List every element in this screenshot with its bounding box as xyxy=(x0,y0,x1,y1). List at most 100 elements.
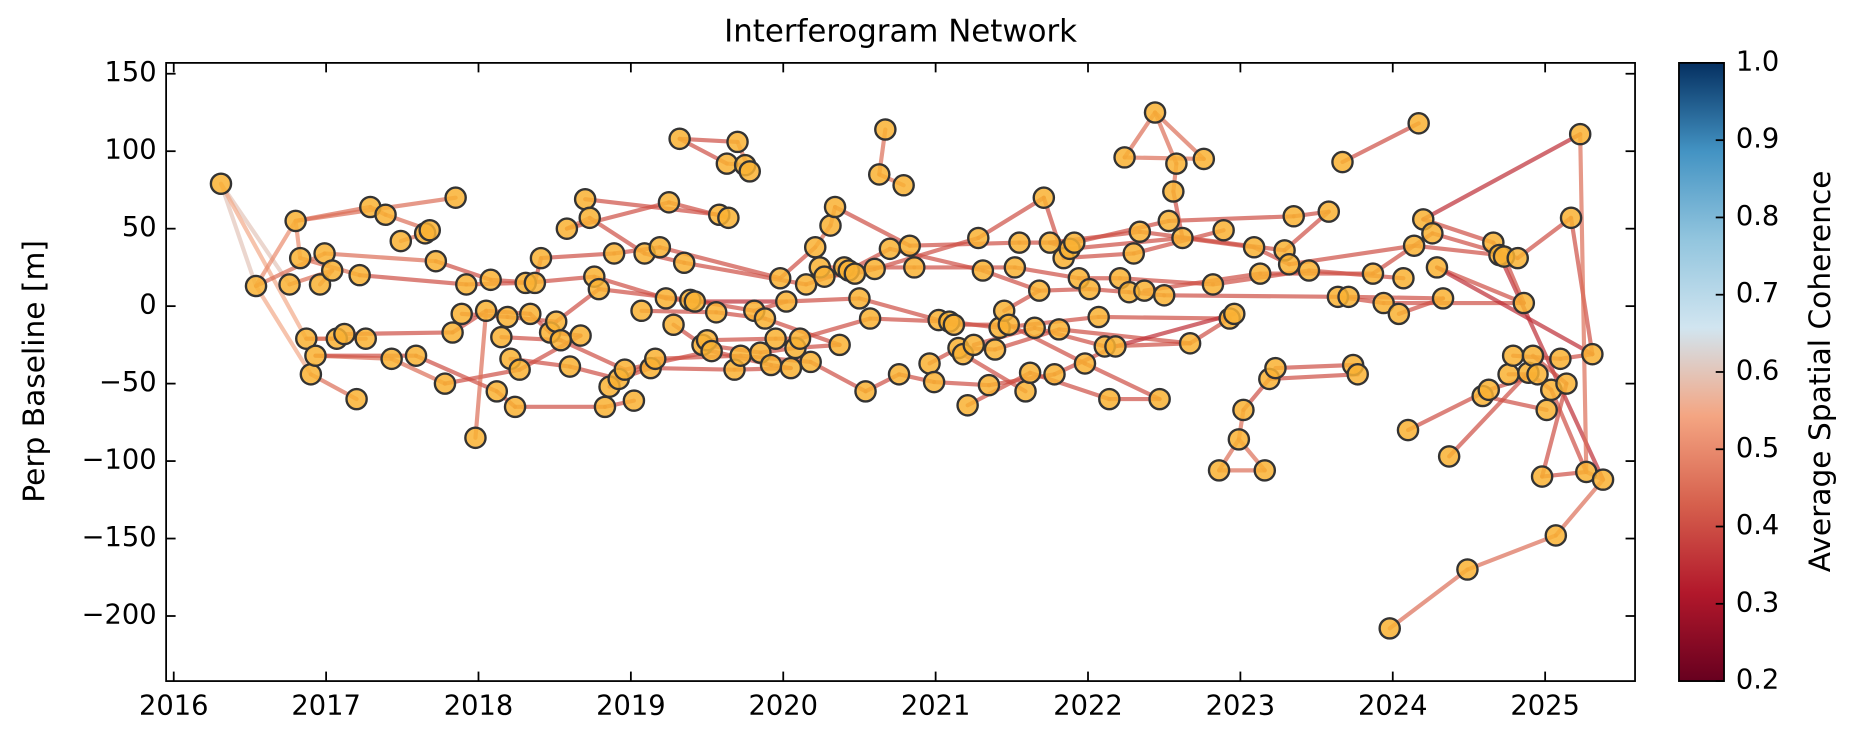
node xyxy=(424,249,448,273)
node xyxy=(1282,205,1305,228)
edge xyxy=(1162,293,1340,299)
node xyxy=(613,358,637,381)
edge xyxy=(976,195,1046,241)
edge xyxy=(1346,294,1446,301)
colorbar-tick-label: 0.8 xyxy=(1736,201,1779,232)
edge xyxy=(648,366,737,372)
colorbar-tick-label: 0.2 xyxy=(1736,665,1779,696)
chart-title: Interferogram Network xyxy=(724,14,1077,50)
node xyxy=(971,259,995,282)
node xyxy=(244,274,268,298)
edge xyxy=(1306,268,1406,281)
node xyxy=(1559,206,1583,230)
node xyxy=(683,290,707,313)
node xyxy=(1407,112,1430,135)
node xyxy=(779,356,803,380)
node xyxy=(587,277,611,301)
node xyxy=(433,372,457,395)
edge xyxy=(558,338,627,372)
node xyxy=(295,327,318,350)
node xyxy=(333,322,356,346)
node xyxy=(858,307,882,330)
node xyxy=(799,350,822,374)
x-tick-label: 2017 xyxy=(291,691,360,722)
edge xyxy=(293,204,373,223)
node xyxy=(569,324,592,347)
node xyxy=(1223,302,1246,326)
node xyxy=(1032,186,1056,209)
node xyxy=(1128,220,1152,244)
node xyxy=(1392,266,1415,290)
node xyxy=(1521,344,1545,367)
edge xyxy=(639,308,719,315)
node xyxy=(738,160,761,183)
edge xyxy=(253,283,313,377)
node xyxy=(578,206,602,230)
y-tick-label: −150 xyxy=(82,522,157,553)
x-tick-label: 2020 xyxy=(749,691,818,722)
edge xyxy=(1113,311,1237,349)
node xyxy=(1227,428,1251,451)
node xyxy=(508,358,531,381)
node xyxy=(942,313,966,337)
edge xyxy=(1122,155,1206,162)
node xyxy=(922,370,946,394)
node xyxy=(1003,256,1027,279)
node xyxy=(867,163,891,186)
node xyxy=(1113,146,1136,169)
edge xyxy=(218,181,259,289)
node xyxy=(1078,277,1101,301)
node xyxy=(1425,256,1449,279)
edge xyxy=(1180,235,1257,250)
node xyxy=(1402,234,1426,257)
edge xyxy=(218,181,309,341)
node xyxy=(374,203,397,226)
node xyxy=(308,273,332,296)
node xyxy=(956,394,979,417)
node xyxy=(1008,231,1031,254)
node xyxy=(962,333,985,357)
node xyxy=(700,339,723,363)
node xyxy=(1512,291,1536,315)
node xyxy=(1171,226,1194,250)
edge xyxy=(1578,132,1589,474)
edge xyxy=(1549,387,1589,474)
node xyxy=(1104,335,1127,358)
node xyxy=(464,426,487,450)
node xyxy=(729,344,752,367)
edge xyxy=(1553,477,1606,538)
node xyxy=(304,344,327,367)
node xyxy=(648,235,672,259)
node xyxy=(918,352,941,375)
edge xyxy=(413,353,499,394)
node xyxy=(1506,246,1529,270)
node xyxy=(549,328,573,352)
node xyxy=(759,353,783,377)
node xyxy=(768,266,792,290)
y-tick-label: −100 xyxy=(82,445,157,476)
node xyxy=(288,246,312,270)
node xyxy=(1549,347,1572,371)
node xyxy=(1277,253,1301,276)
axes: 2016 2017 2018 2019 2020 2021 2022 2023 2024 2025… xyxy=(82,46,1780,721)
node xyxy=(903,256,926,279)
node xyxy=(764,327,787,350)
x-tick-label: 2023 xyxy=(1206,691,1275,722)
edge xyxy=(1032,325,1107,349)
edge xyxy=(1387,567,1470,631)
node xyxy=(1535,398,1558,422)
node xyxy=(874,118,897,141)
node xyxy=(278,273,301,296)
node xyxy=(455,273,478,296)
edge xyxy=(1067,235,1185,251)
node xyxy=(1122,242,1145,265)
edge xyxy=(322,251,438,264)
colorbar-label: Average Spatial Coherence xyxy=(1802,171,1837,573)
node xyxy=(753,307,777,330)
node xyxy=(1047,318,1071,341)
node xyxy=(848,287,871,310)
node xyxy=(967,226,990,250)
edge xyxy=(832,204,912,248)
node xyxy=(1264,356,1287,380)
